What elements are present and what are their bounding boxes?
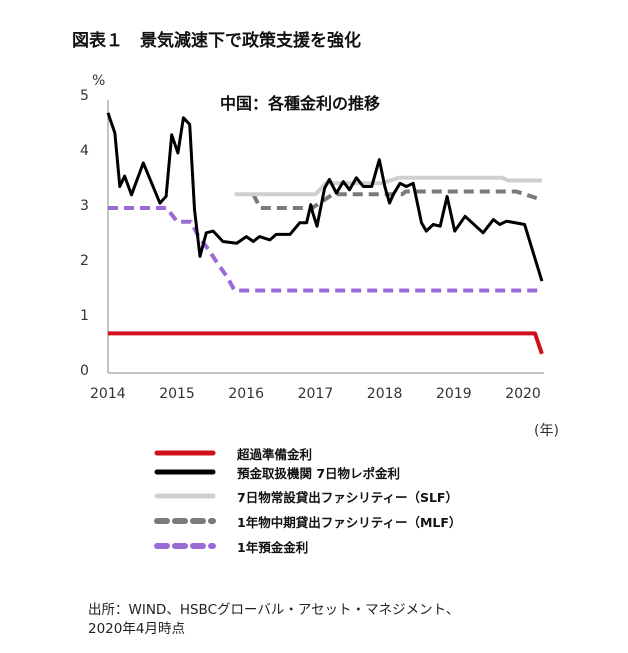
y-tick-label: 5 — [80, 88, 89, 104]
source-line-2: 2020年4月時点 — [88, 621, 185, 637]
x-tick-label: 2016 — [228, 386, 265, 402]
figure-title: 図表１ 景気減速下で政策支援を強化 — [72, 31, 361, 51]
x-tick-label: 2019 — [436, 386, 472, 402]
y-tick-label: 4 — [80, 143, 89, 159]
y-tick-label: 1 — [80, 308, 89, 324]
y-axis-unit: % — [92, 73, 106, 89]
source-line-1: 出所：WIND、HSBCグローバル・アセット・マネジメント、 — [88, 602, 460, 618]
x-tick-label: 2020 — [505, 386, 541, 402]
legend-label: 1年物中期貸出ファシリティー（MLF） — [237, 515, 462, 530]
series-line-4 — [108, 206, 542, 293]
series-line-3 — [251, 189, 543, 210]
y-tick-label: 0 — [80, 363, 89, 379]
x-tick-label: 2017 — [297, 386, 334, 402]
y-tick-label: 2 — [80, 253, 89, 269]
legend-label: 超過準備金利 — [237, 447, 313, 462]
series-line-0 — [108, 331, 544, 355]
y-tick-label: 3 — [80, 198, 89, 214]
legend-label: 7日物常設貸出ファシリティー（SLF） — [237, 490, 458, 505]
x-tick-label: 2015 — [159, 386, 195, 402]
series-line-1 — [106, 112, 544, 282]
chart-title: 中国：各種金利の推移 — [220, 94, 381, 113]
legend-label: 預金取扱機関 7日物レポ金利 — [237, 466, 401, 481]
x-tick-label: 2014 — [90, 386, 126, 402]
x-axis-unit: (年) — [534, 423, 559, 439]
x-tick-label: 2018 — [366, 386, 403, 402]
legend-label: 1年預金金利 — [237, 540, 309, 555]
series-line-2 — [234, 175, 542, 197]
